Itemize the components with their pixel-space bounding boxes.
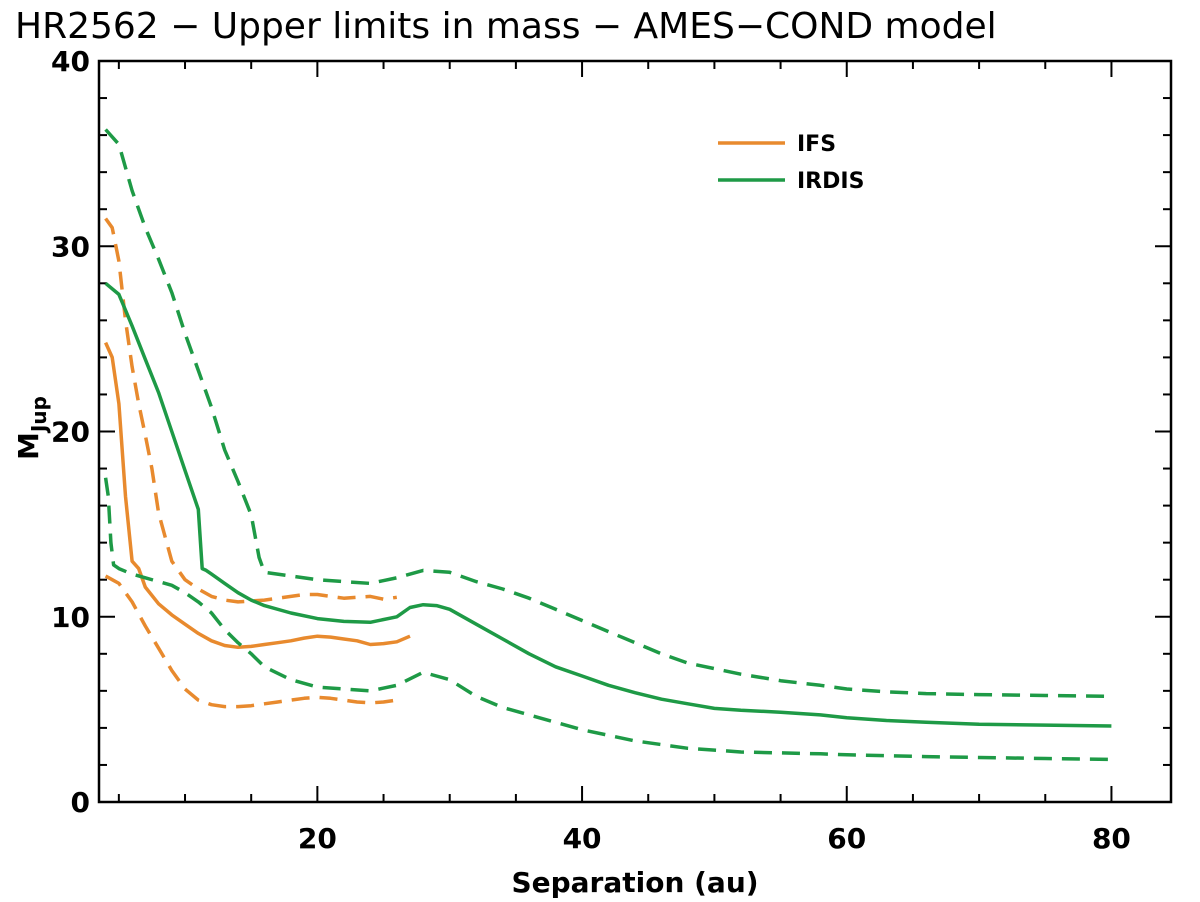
- legend-label-ifs: IFS: [797, 132, 836, 157]
- series-line-irdis-lower: [103, 477, 1112, 762]
- y-tick-label: 40: [51, 45, 90, 78]
- series-line-ifs: [104, 341, 411, 650]
- x-tick-label: 40: [563, 822, 602, 855]
- y-axis-label-sub: Jup: [27, 396, 51, 434]
- axis-ticks: [99, 60, 1171, 803]
- series-line-ifs-lower: [104, 574, 398, 709]
- y-tick-label: 10: [51, 601, 90, 634]
- y-tick-label: 30: [51, 230, 90, 263]
- chart-title: HR2562 − Upper limits in mass − AMES−CON…: [15, 6, 997, 47]
- svg-text:MJup: MJup: [12, 396, 51, 460]
- series-line-irdis-upper: [104, 128, 1112, 699]
- x-tick-label: 80: [1092, 822, 1131, 855]
- series-layer: [103, 128, 1112, 762]
- legend: IFS IRDIS: [718, 132, 864, 194]
- y-axis-label-main: M: [12, 432, 45, 460]
- x-axis-label: Separation (au): [511, 866, 758, 899]
- series-line-ifs-upper: [104, 217, 398, 604]
- x-tick-label: 60: [827, 822, 866, 855]
- legend-label-irdis: IRDIS: [797, 169, 864, 194]
- tick-labels: 20 40 60 80 0 10 20 30 40: [51, 45, 1131, 855]
- y-tick-label: 20: [51, 416, 90, 449]
- x-tick-label: 20: [298, 822, 337, 855]
- series-line-irdis: [104, 281, 1112, 728]
- plot-frame: [97, 59, 1173, 804]
- y-axis-label: MJup: [12, 396, 51, 460]
- y-tick-label: 0: [71, 786, 90, 819]
